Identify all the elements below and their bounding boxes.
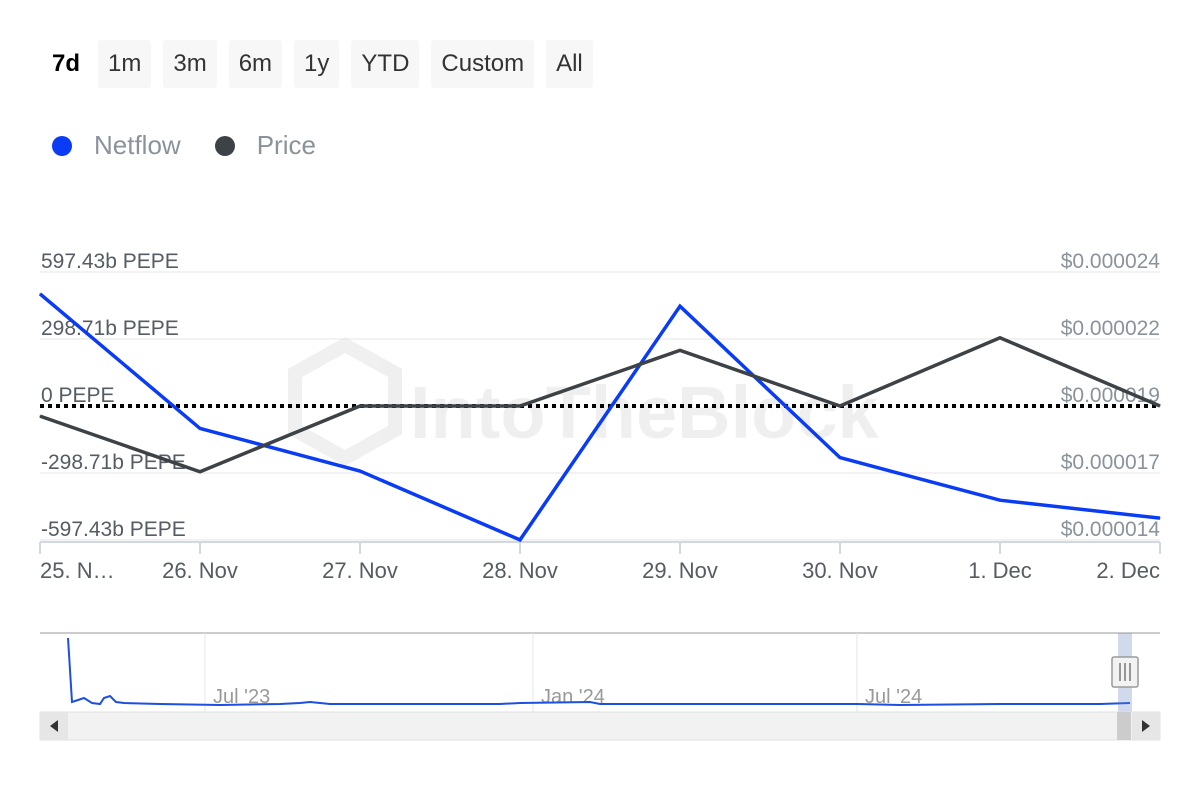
- right-tick-label: $0.000017: [1061, 451, 1160, 474]
- x-tick-label: 27. Nov: [322, 558, 398, 583]
- range-button-6m[interactable]: 6m: [228, 40, 283, 88]
- data-point-price: [839, 405, 841, 407]
- legend-label: Netflow: [94, 130, 181, 160]
- range-button-ytd[interactable]: YTD: [351, 40, 420, 88]
- range-button-all[interactable]: All: [546, 40, 593, 88]
- right-tick-label: $0.000019: [1061, 384, 1160, 407]
- data-point-netflow: [679, 305, 681, 307]
- data-point-netflow: [359, 470, 361, 472]
- x-tick-label: 28. Nov: [482, 558, 558, 583]
- range-button-7d[interactable]: 7d: [46, 40, 86, 88]
- data-point-netflow: [199, 427, 201, 429]
- x-tick-label: 29. Nov: [642, 558, 718, 583]
- watermark-logo-icon: [288, 336, 402, 467]
- data-point-netflow: [1159, 517, 1161, 519]
- data-point-price: [679, 349, 681, 351]
- series-line-price: [39, 335, 1161, 474]
- data-point-netflow: [839, 457, 841, 459]
- left-tick-label: 298.71b PEPE: [41, 317, 179, 340]
- right-tick-label: $0.000024: [1061, 250, 1161, 273]
- legend: Netflow Price: [52, 130, 350, 161]
- data-point-netflow: [39, 293, 41, 295]
- data-point-price: [39, 415, 41, 417]
- right-tick-label: $0.000022: [1061, 317, 1160, 340]
- series: [38, 292, 1161, 543]
- right-axis: $0.000024 $0.000022 $0.000019 $0.000017 $0.0…: [1061, 250, 1161, 541]
- navigator-series-line: [67, 637, 1131, 707]
- x-tick-label: 25. N…: [40, 558, 115, 583]
- watermark: IntoTheBlock: [288, 336, 880, 467]
- legend-label: Price: [256, 130, 316, 160]
- navigator-label: Jul '24: [865, 686, 922, 708]
- right-tick-label: $0.000014: [1061, 518, 1161, 541]
- left-tick-label: -597.43b PEPE: [41, 518, 186, 541]
- legend-dot-icon: [214, 135, 235, 156]
- range-button-3m[interactable]: 3m: [163, 40, 217, 88]
- watermark-text: IntoTheBlock: [410, 371, 880, 454]
- data-point-netflow: [519, 539, 521, 541]
- data-point-netflow: [999, 499, 1001, 501]
- range-button-custom[interactable]: Custom: [431, 40, 535, 88]
- navigator[interactable]: Jul '23 Jan '24 Jul '24: [39, 632, 1161, 741]
- data-point-price: [519, 405, 521, 407]
- grid: [40, 271, 1160, 541]
- x-tick-label: 30. Nov: [802, 558, 878, 583]
- data-point-price: [359, 405, 361, 407]
- left-tick-label: -298.71b PEPE: [41, 451, 186, 474]
- range-selector: 7d 1m 3m 6m 1y YTD Custom All: [46, 40, 605, 88]
- data-point-price: [999, 337, 1001, 339]
- range-button-1m[interactable]: 1m: [98, 40, 152, 88]
- x-tick-label: 26. Nov: [162, 558, 238, 583]
- legend-dot-icon: [52, 135, 72, 156]
- arrow-left-icon: [50, 720, 58, 732]
- data-point-price: [199, 471, 201, 473]
- left-axis: 597.43b PEPE 298.71b PEPE 0 PEPE -298.71b P…: [41, 250, 186, 541]
- x-tick-label: 2. Dec: [1096, 558, 1160, 583]
- series-line-netflow: [38, 292, 1161, 543]
- legend-item-price[interactable]: Price: [214, 130, 316, 161]
- range-button-1y[interactable]: 1y: [294, 40, 340, 88]
- arrow-right-icon: [1142, 720, 1150, 732]
- scrollbar-thumb[interactable]: [1117, 712, 1131, 740]
- navigator-label: Jul '23: [213, 686, 270, 708]
- navigator-label: Jan '24: [541, 686, 605, 708]
- x-tick-label: 1. Dec: [968, 558, 1032, 583]
- scrollbar-track[interactable]: [39, 711, 1161, 741]
- legend-item-netflow[interactable]: Netflow: [52, 130, 181, 161]
- left-tick-label: 597.43b PEPE: [41, 250, 179, 273]
- left-tick-label: 0 PEPE: [41, 384, 115, 407]
- data-point-price: [1159, 405, 1161, 407]
- x-axis: 25. N… 26. Nov 27. Nov 28. Nov 29. Nov 30. No…: [39, 541, 1161, 583]
